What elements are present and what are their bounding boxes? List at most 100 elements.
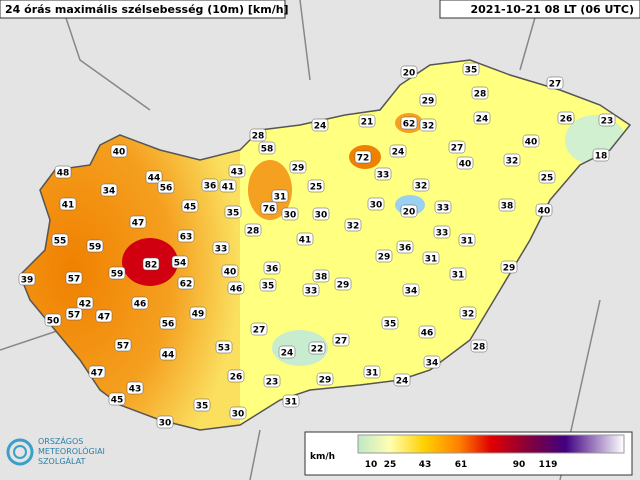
station-box: [142, 257, 160, 271]
station-box: [418, 325, 436, 339]
station-value: 36: [266, 265, 279, 275]
station-value: 29: [319, 376, 332, 386]
station-value: 38: [501, 202, 514, 212]
station-value: 45: [184, 203, 197, 213]
station-box: [412, 178, 430, 192]
station-box: [316, 372, 334, 386]
station-value: 63: [180, 233, 193, 243]
station-box: [259, 278, 277, 292]
station-box: [156, 415, 174, 429]
station-value: 40: [224, 268, 237, 278]
station-value: 27: [451, 144, 464, 154]
station-value: 35: [262, 282, 275, 292]
station-box: [159, 347, 177, 361]
station-value: 26: [560, 115, 573, 125]
station-box: [503, 153, 521, 167]
station-box: [375, 249, 393, 263]
station-value: 29: [378, 253, 391, 263]
station-value: 41: [62, 201, 75, 211]
station-box: [312, 269, 330, 283]
station-value: 28: [474, 90, 487, 100]
station-value: 57: [117, 342, 130, 352]
station-box: [65, 307, 83, 321]
station-box: [108, 266, 126, 280]
station-value: 41: [299, 236, 312, 246]
station-box: [471, 86, 489, 100]
station-value: 29: [422, 97, 435, 107]
station-value: 35: [196, 402, 209, 412]
station-box: [381, 316, 399, 330]
station-value: 22: [311, 345, 324, 355]
station-box: [249, 128, 267, 142]
station-value: 24: [281, 349, 294, 359]
station-value: 28: [252, 132, 265, 142]
station-value: 41: [222, 183, 235, 193]
station-value: 32: [422, 122, 435, 132]
station-value: 33: [215, 245, 228, 255]
station-value: 62: [180, 280, 193, 290]
station-box: [44, 313, 62, 327]
station-box: [498, 198, 516, 212]
station-box: [354, 150, 372, 164]
station-value: 34: [405, 287, 418, 297]
station-box: [193, 398, 211, 412]
station-value: 32: [506, 157, 519, 167]
station-value: 23: [266, 378, 279, 388]
station-value: 33: [305, 287, 318, 297]
station-box: [263, 261, 281, 275]
station-box: [400, 204, 418, 218]
station-box: [396, 240, 414, 254]
station-value: 32: [462, 310, 475, 320]
station-box: [100, 183, 118, 197]
station-value: 24: [476, 115, 489, 125]
station-box: [229, 406, 247, 420]
station-value: 42: [79, 300, 92, 310]
station-value: 40: [459, 160, 472, 170]
station-box: [171, 255, 189, 269]
station-value: 24: [396, 377, 409, 387]
station-box: [434, 200, 452, 214]
station-value: 40: [113, 148, 126, 158]
station-value: 30: [232, 410, 245, 420]
station-value: 20: [403, 69, 416, 79]
date: 2021-10-21 08 LT (06 UTC): [470, 3, 634, 16]
station-box: [344, 218, 362, 232]
station-box: [88, 365, 106, 379]
legend-tick: 119: [539, 460, 558, 470]
station-value: 56: [162, 320, 175, 330]
station-value: 33: [437, 204, 450, 214]
station-value: 38: [315, 273, 328, 283]
legend-tick: 90: [513, 460, 526, 470]
station-box: [332, 333, 350, 347]
station-box: [473, 111, 491, 125]
station-box: [110, 144, 128, 158]
logo-text: METEOROLÓGIAI: [38, 445, 105, 456]
station-value: 23: [601, 117, 614, 127]
station-value: 33: [377, 171, 390, 181]
station-box: [224, 205, 242, 219]
station-box: [76, 296, 94, 310]
station-value: 82: [145, 261, 158, 271]
station-value: 46: [134, 300, 147, 310]
station-value: 29: [337, 281, 350, 291]
station-box: [535, 203, 553, 217]
station-value: 27: [253, 326, 266, 336]
station-box: [263, 374, 281, 388]
station-box: [459, 306, 477, 320]
station-box: [522, 134, 540, 148]
logo-text: SZOLGÁLAT: [38, 455, 85, 466]
station-box: [189, 306, 207, 320]
station-box: [59, 197, 77, 211]
station-box: [422, 251, 440, 265]
station-value: 34: [426, 359, 439, 369]
station-value: 20: [403, 208, 416, 218]
station-value: 31: [285, 398, 298, 408]
station-value: 30: [284, 211, 297, 221]
station-value: 59: [111, 270, 124, 280]
station-box: [260, 201, 278, 215]
station-box: [157, 180, 175, 194]
station-value: 27: [335, 337, 348, 347]
station-box: [400, 116, 418, 130]
station-value: 36: [204, 182, 217, 192]
station-box: [51, 233, 69, 247]
